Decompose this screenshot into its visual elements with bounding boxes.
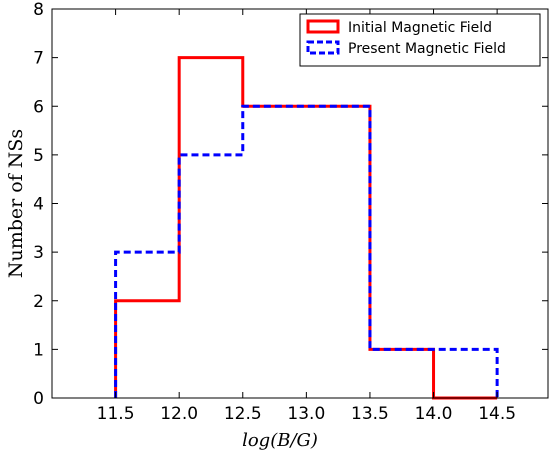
initial-field-legend-swatch <box>306 19 340 34</box>
plot-frame <box>51 8 549 399</box>
legend-box <box>299 13 541 67</box>
present-field-histogram <box>114 104 499 398</box>
x-tick-label: 12.5 <box>224 404 262 424</box>
present-field-legend-swatch <box>306 40 340 55</box>
legend: Initial Magnetic Field Present Magnetic F… <box>299 13 541 67</box>
x-tick-label: 12.0 <box>160 404 198 424</box>
y-tick-label: 7 <box>33 49 44 69</box>
x-tick-label: 13.0 <box>287 404 325 424</box>
axis-ticks: 11.5 12.0 12.5 13.0 13.5 14.0 14.5 0 1 2 3 4 5 6 7 8 <box>33 0 548 424</box>
y-tick-label: 2 <box>33 292 44 312</box>
y-tick-label: 4 <box>33 195 44 215</box>
y-tick-label: 8 <box>33 0 44 20</box>
present-field-legend-label: Present Magnetic Field <box>348 41 506 57</box>
y-tick-label: 1 <box>33 340 44 360</box>
y-tick-label: 5 <box>33 146 44 166</box>
axes-frame <box>51 8 549 399</box>
plot-area <box>114 56 499 400</box>
x-tick-label: 14.5 <box>478 404 516 424</box>
x-tick-label: 14.0 <box>415 404 453 424</box>
x-tick-label: 11.5 <box>97 404 135 424</box>
initial-field-legend-label: Initial Magnetic Field <box>348 20 492 36</box>
y-tick-label: 6 <box>33 97 44 117</box>
initial-field-histogram <box>114 56 498 400</box>
x-tick-label: 13.5 <box>351 404 389 424</box>
x-axis-label: log(B/G) <box>242 430 318 451</box>
y-tick-label: 3 <box>33 243 44 263</box>
y-tick-label: 0 <box>33 389 44 409</box>
y-axis-label: Number of NSs <box>5 129 27 278</box>
